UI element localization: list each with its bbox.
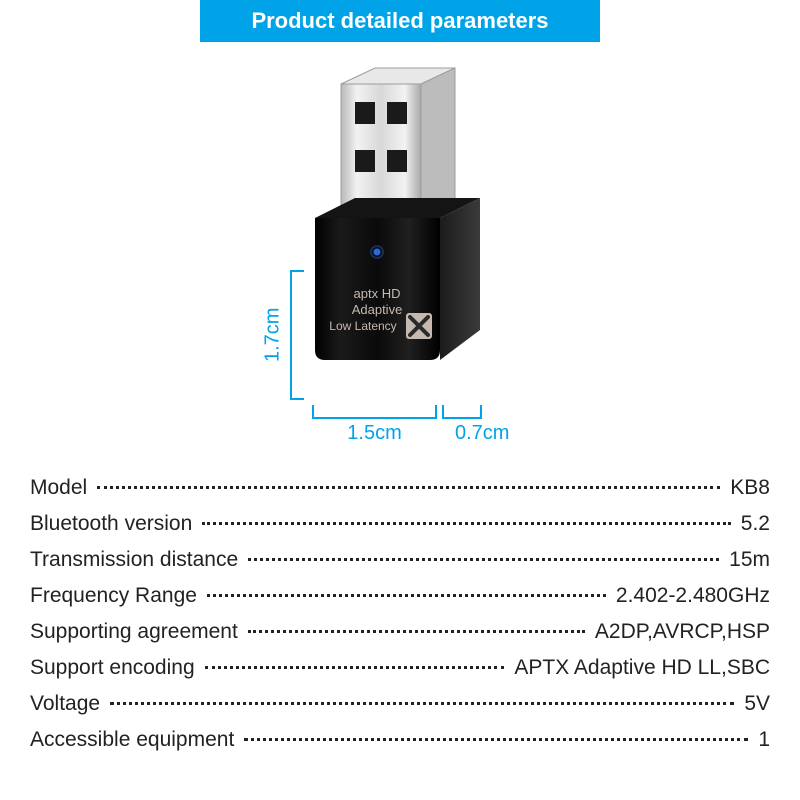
spec-row: Bluetooth version 5.2 (30, 506, 770, 542)
spec-label: Frequency Range (30, 584, 203, 608)
spec-label: Accessible equipment (30, 728, 240, 752)
product-label-line1: aptx HD (354, 286, 401, 301)
dimension-bracket-height (290, 270, 304, 400)
spec-value: 5.2 (735, 512, 770, 536)
spec-label: Voltage (30, 692, 106, 716)
spec-row: Voltage 5V (30, 686, 770, 722)
dimension-depth-label: 0.7cm (455, 422, 535, 445)
spec-row: Frequency Range 2.402-2.480GHz (30, 578, 770, 614)
spec-dots (207, 594, 606, 597)
spec-dots (248, 630, 585, 633)
spec-row: Transmission distance 15m (30, 542, 770, 578)
spec-dots (97, 486, 720, 489)
product-figure: aptx HD Adaptive Low Latency 1.7cm 1.5cm… (255, 60, 545, 440)
spec-value: 1 (752, 728, 770, 752)
dimension-height-label: 1.7cm (263, 290, 283, 380)
spec-value: 2.402-2.480GHz (610, 584, 770, 608)
spec-value: 15m (723, 548, 770, 572)
usb-dongle-illustration: aptx HD Adaptive Low Latency (305, 60, 490, 400)
specs-table: Model KB8 Bluetooth version 5.2 Transmission… (30, 470, 770, 758)
spec-dots (110, 702, 734, 705)
product-label-line2: Adaptive (352, 302, 403, 317)
product-label-line3: Low Latency (329, 319, 396, 333)
spec-value: A2DP,AVRCP,HSP (589, 620, 770, 644)
header-banner: Product detailed parameters (200, 0, 600, 42)
spec-value: KB8 (724, 476, 770, 500)
spec-row: Model KB8 (30, 470, 770, 506)
dimension-width-label: 1.5cm (312, 422, 437, 445)
dimension-bracket-depth (442, 405, 482, 419)
spec-row: Supporting agreement A2DP,AVRCP,HSP (30, 614, 770, 650)
spec-label: Support encoding (30, 656, 201, 680)
spec-dots (248, 558, 719, 561)
spec-dots (244, 738, 748, 741)
spec-label: Bluetooth version (30, 512, 198, 536)
spec-dots (205, 666, 505, 669)
spec-dots (202, 522, 731, 525)
spec-row: Accessible equipment 1 (30, 722, 770, 758)
spec-label: Model (30, 476, 93, 500)
spec-value: 5V (738, 692, 770, 716)
spec-label: Supporting agreement (30, 620, 244, 644)
header-title: Product detailed parameters (251, 8, 548, 34)
dimension-bracket-width (312, 405, 437, 419)
spec-label: Transmission distance (30, 548, 244, 572)
spec-value: APTX Adaptive HD LL,SBC (508, 656, 770, 680)
spec-row: Support encoding APTX Adaptive HD LL,SBC (30, 650, 770, 686)
